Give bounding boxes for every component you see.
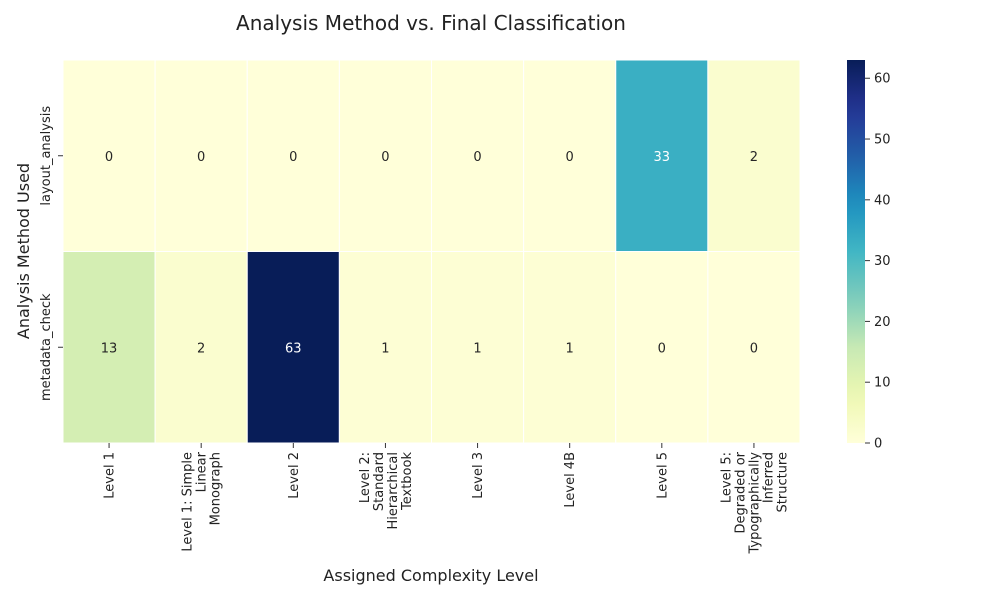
heatmap-cell xyxy=(431,59,525,252)
cell-annotation: 0 xyxy=(473,150,481,165)
heatmap-cell xyxy=(707,59,801,252)
heatmap-cell xyxy=(707,251,801,444)
x-tick-label-line: Level 5: xyxy=(719,452,734,503)
cell-annotation: 2 xyxy=(197,341,205,356)
x-tick-label-line: Standard xyxy=(372,452,387,511)
x-tick-label-line: Level 1: Simple xyxy=(181,452,196,552)
colorbar-gradient xyxy=(847,60,865,443)
colorbar-tick-label: 30 xyxy=(874,254,891,269)
heatmap-cell xyxy=(615,251,709,444)
cell-annotations: 0 0 0 0 0 0 33 2 13 2 63 1 1 1 0 0 xyxy=(101,150,758,357)
x-tick-label: Level 4B xyxy=(563,452,578,508)
cell-annotation: 0 xyxy=(289,150,297,165)
colorbar-tick-label: 60 xyxy=(874,72,891,87)
cell-annotation: 2 xyxy=(750,150,758,165)
heatmap-cell xyxy=(246,59,340,252)
y-axis-ticks: layout_analysis metadata_check xyxy=(39,106,63,401)
x-tick-label-line: Degraded or xyxy=(733,451,748,533)
x-tick-label-line: Structure xyxy=(775,452,790,512)
x-tick-label-line: Monograph xyxy=(209,452,224,525)
colorbar-tick-label: 20 xyxy=(874,315,891,330)
x-axis-ticks: Level 1 Level 1: Simple Linear Monograph Lev… xyxy=(103,443,790,555)
heatmap-cell xyxy=(338,251,432,444)
x-tick-label-line: Typographically xyxy=(747,452,762,555)
cell-annotation: 0 xyxy=(197,150,205,165)
heatmap-cell xyxy=(523,59,617,252)
y-axis-label: Analysis Method Used xyxy=(14,163,33,339)
cell-annotation: 0 xyxy=(658,341,666,356)
x-tick-label: Level 5 xyxy=(655,452,670,499)
x-tick-label-line: Level 3 xyxy=(471,452,486,499)
heatmap-cell xyxy=(523,251,617,444)
heatmap-cell xyxy=(62,59,156,252)
heatmap-cells xyxy=(62,59,801,444)
x-tick-label: Level 1: Simple Linear Monograph xyxy=(181,451,224,551)
chart-title: Analysis Method vs. Final Classification xyxy=(236,11,626,35)
cell-annotation: 0 xyxy=(566,150,574,165)
colorbar-tick-label: 10 xyxy=(874,376,891,391)
heatmap-cell xyxy=(338,59,432,252)
x-tick-label-line: Inferred xyxy=(761,452,776,503)
cell-annotation: 1 xyxy=(381,341,389,356)
colorbar-tick-label: 50 xyxy=(874,133,891,148)
heatmap-cell xyxy=(431,251,525,444)
x-tick-label: Level 2 xyxy=(287,452,302,499)
x-tick-label-line: Hierarchical xyxy=(386,452,401,529)
cell-annotation: 63 xyxy=(285,341,302,356)
x-tick-label: Level 3 xyxy=(471,452,486,499)
x-tick-label-line: Textbook xyxy=(400,452,415,511)
x-tick-label: Level 5: Degraded or Typographically Inferr… xyxy=(719,451,790,554)
x-tick-label-line: Level 2: xyxy=(358,452,373,503)
cell-annotation: 1 xyxy=(566,341,574,356)
x-tick-label-line: Level 2 xyxy=(287,452,302,499)
cell-annotation: 0 xyxy=(381,150,389,165)
colorbar-tick-label: 40 xyxy=(874,193,891,208)
cell-annotation: 1 xyxy=(473,341,481,356)
cell-annotation: 13 xyxy=(101,341,118,356)
x-tick-label: Level 2: Standard Hierarchical Textbook xyxy=(358,452,415,530)
x-tick-label-line: Linear xyxy=(195,451,210,492)
heatmap-cell xyxy=(154,59,248,252)
x-tick-label-line: Level 1 xyxy=(103,452,118,499)
cell-annotation: 0 xyxy=(105,150,113,165)
x-tick-label-line: Level 5 xyxy=(655,452,670,499)
x-tick-label-line: Level 4B xyxy=(563,452,578,508)
colorbar-tick-label: 0 xyxy=(874,437,882,452)
colorbar: 0 10 20 30 40 50 60 xyxy=(847,60,891,452)
heatmap-cell xyxy=(154,251,248,444)
y-tick-label: metadata_check xyxy=(39,293,54,401)
x-axis-label: Assigned Complexity Level xyxy=(323,566,538,585)
x-tick-label: Level 1 xyxy=(103,452,118,499)
cell-annotation: 33 xyxy=(654,150,671,165)
y-tick-label: layout_analysis xyxy=(39,106,54,206)
cell-annotation: 0 xyxy=(750,341,758,356)
